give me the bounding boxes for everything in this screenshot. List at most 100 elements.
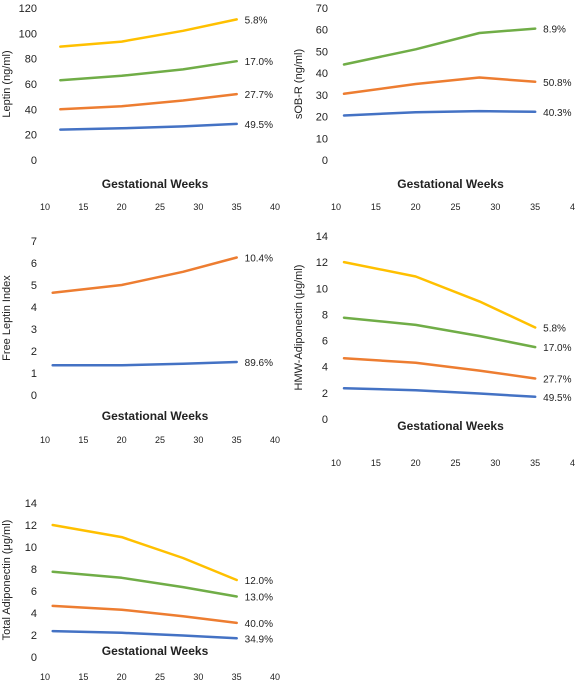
y-tick-label: 80 (25, 54, 37, 66)
series-line-green (342, 316, 537, 349)
y-tick-label: 2 (31, 630, 37, 642)
x-tick-label: 40 (270, 202, 280, 212)
series-line-yellow (342, 260, 537, 329)
series-end-label: 13.0% (245, 593, 273, 604)
series-end-label: 8.9% (543, 25, 566, 36)
x-tick-label: 40 (270, 672, 280, 682)
series-end-label: 5.8% (543, 324, 566, 335)
series-end-label: 49.5% (543, 393, 571, 404)
x-tick-label: 30 (490, 202, 500, 212)
y-tick-label: 10 (25, 542, 37, 554)
x-tick-label: 35 (232, 672, 242, 682)
x-tick-label: 10 (40, 202, 50, 212)
x-axis-label: Gestational Weeks (397, 177, 504, 191)
x-tick-label: 25 (155, 435, 165, 445)
series-end-label: 40.3% (543, 108, 571, 119)
y-tick-label: 12 (25, 520, 37, 532)
y-tick-label: 7 (31, 236, 37, 248)
series-line-orange (342, 76, 537, 96)
y-tick-label: 4 (31, 302, 37, 314)
x-tick-label: 25 (155, 672, 165, 682)
series-end-label: 10.4% (245, 254, 273, 265)
x-tick-label: 15 (78, 202, 88, 212)
x-tick-label: 25 (155, 202, 165, 212)
x-tick-label: 35 (232, 435, 242, 445)
series-line-green (342, 27, 537, 66)
y-tick-label: 8 (31, 564, 37, 576)
y-tick-label: 6 (31, 258, 37, 270)
y-axis-label: sOB-R (ng/ml) (293, 49, 305, 119)
series-line-green (59, 59, 238, 82)
y-tick-label: 30 (316, 90, 328, 102)
chart-panel: 0 1 2 3 4 5 6 7 10 15 20 25 30 35 40 Free Leptin Index G… (1, 236, 280, 445)
x-tick-label: 30 (490, 458, 500, 468)
y-tick-label: 40 (316, 68, 328, 80)
series-end-label: 27.7% (543, 374, 571, 385)
x-tick-label: 10 (331, 202, 341, 212)
series-line-orange (51, 604, 238, 625)
x-tick-label: 15 (78, 435, 88, 445)
series-line-orange (51, 256, 238, 294)
series-end-label: 34.9% (245, 634, 273, 645)
chart-panel: 0 2 4 6 8 10 12 14 10 15 20 25 30 35 40 HMW-Adiponectin… (293, 231, 575, 468)
x-tick-label: 30 (193, 202, 203, 212)
y-tick-label: 2 (322, 388, 328, 400)
x-tick-label: 35 (232, 202, 242, 212)
x-tick-label: 20 (117, 672, 127, 682)
series-line-orange (59, 92, 238, 111)
x-tick-label: 15 (371, 458, 381, 468)
x-tick-label: 10 (331, 458, 341, 468)
y-tick-label: 20 (25, 130, 37, 142)
series-end-label: 89.6% (245, 358, 273, 369)
x-tick-label: 30 (193, 672, 203, 682)
x-axis-label: Gestational Weeks (397, 419, 504, 433)
series-end-label: 40.0% (245, 619, 273, 630)
y-tick-label: 6 (31, 586, 37, 598)
x-tick-label: 15 (78, 672, 88, 682)
y-tick-label: 6 (322, 336, 328, 348)
series-end-label: 5.8% (245, 15, 268, 26)
x-tick-label: 20 (117, 202, 127, 212)
x-tick-label: 25 (450, 202, 460, 212)
series-line-yellow (59, 18, 238, 48)
x-tick-label: 20 (117, 435, 127, 445)
x-axis-label: Gestational Weeks (102, 177, 209, 191)
series-end-label: 27.7% (245, 90, 273, 101)
x-tick-label: 20 (411, 202, 421, 212)
y-tick-label: 10 (316, 283, 328, 295)
chart-panel: 0 2 4 6 8 10 12 14 10 15 20 25 30 35 40 Total Adiponect… (1, 498, 280, 682)
chart-panel: 0 10 20 30 40 50 60 70 10 15 20 25 30 35 40 sOB-R (ng/m… (293, 3, 575, 212)
chart-panel: 0 20 40 60 80 100 120 10 15 20 25 30 35 40 Leptin (ng/… (1, 3, 280, 212)
y-tick-label: 5 (31, 280, 37, 292)
y-tick-label: 14 (25, 498, 37, 510)
y-axis-label: Total Adiponectin (μg/ml) (1, 520, 13, 641)
y-tick-label: 0 (322, 414, 328, 426)
y-tick-label: 4 (322, 362, 328, 374)
x-tick-label: 35 (530, 458, 540, 468)
series-end-label: 49.5% (245, 120, 273, 131)
y-tick-label: 0 (322, 155, 328, 167)
y-tick-label: 120 (19, 3, 37, 15)
y-axis-label: Leptin (ng/ml) (1, 50, 13, 117)
y-tick-label: 0 (31, 390, 37, 402)
series-line-yellow (51, 523, 238, 582)
y-tick-label: 14 (316, 231, 328, 243)
series-end-label: 50.8% (543, 78, 571, 89)
y-tick-label: 50 (316, 46, 328, 58)
x-tick-label: 25 (450, 458, 460, 468)
y-tick-label: 60 (25, 79, 37, 91)
y-axis-label: HMW-Adiponectin (μg/ml) (293, 265, 305, 391)
x-tick-label: 30 (193, 435, 203, 445)
x-tick-label: 20 (411, 458, 421, 468)
series-line-blue (342, 387, 537, 399)
y-tick-label: 2 (31, 346, 37, 358)
series-line-blue (342, 109, 537, 117)
series-line-orange (342, 356, 537, 380)
y-tick-label: 8 (322, 309, 328, 321)
y-tick-label: 20 (316, 112, 328, 124)
x-axis-label: Gestational Weeks (102, 644, 209, 658)
series-end-label: 12.0% (245, 576, 273, 587)
x-tick-label: 35 (530, 202, 540, 212)
y-tick-label: 12 (316, 257, 328, 269)
